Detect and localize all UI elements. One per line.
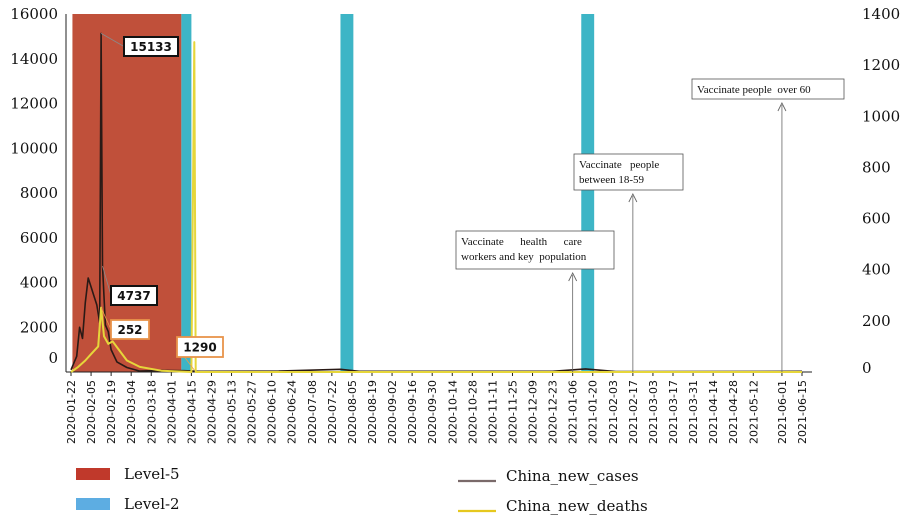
x-tick-label: 2020-01-22 — [65, 380, 78, 444]
annotation-text: Vaccinate health care — [461, 236, 582, 248]
data-label-box — [110, 319, 150, 340]
data-labels: 15133 4737 252 1290 — [100, 33, 224, 371]
annotation-arrow-head — [568, 271, 578, 282]
band-level-2-2 — [340, 14, 354, 372]
data-label-leader — [102, 265, 112, 296]
right-tick-label: 1200 — [862, 56, 900, 74]
legend-swatch-level-2 — [76, 498, 110, 510]
x-tick-label: 2020-03-18 — [145, 380, 158, 444]
band-level-2-3 — [581, 14, 595, 372]
left-tick-label: 10000 — [10, 139, 58, 157]
left-tick-label: 6000 — [20, 229, 58, 247]
x-tick-label: 2021-04-14 — [707, 380, 720, 444]
annotation-box — [455, 230, 615, 270]
x-tick-label: 2021-01-20 — [587, 380, 600, 444]
x-tick-label: 2020-06-10 — [266, 380, 279, 444]
left-tick-label: 16000 — [10, 5, 58, 23]
annotation-box — [691, 78, 845, 100]
left-axis-ticks: 16000 14000 12000 10000 8000 6000 4000 2000 0 — [10, 5, 58, 367]
series-line-china-new-cases — [70, 32, 803, 373]
legend-label-level-2: Level-2 — [124, 495, 180, 513]
right-axis-ticks: 1400 1200 1000 800 600 400 200 0 — [862, 5, 900, 377]
right-tick-label: 1400 — [862, 5, 900, 23]
x-axis-ticks: 2020-01-22 2020-02-05 2020-02-19 2020-03-04… — [65, 372, 809, 444]
data-label-4737: 4737 — [117, 289, 150, 303]
series-line-china-new-deaths — [70, 41, 802, 373]
left-tick-label: 2000 — [20, 318, 58, 336]
annotation-text: Vaccinate people — [579, 159, 659, 171]
right-tick-label: 800 — [862, 158, 891, 176]
right-tick-label: 0 — [862, 359, 872, 377]
x-tick-label: 2020-11-25 — [506, 380, 519, 444]
x-tick-label: 2020-04-29 — [205, 380, 218, 444]
right-tick-label: 600 — [862, 210, 891, 228]
data-label-1290: 1290 — [183, 341, 216, 355]
x-tick-label: 2020-10-14 — [446, 380, 459, 444]
annotation-arrow-head — [628, 192, 638, 203]
annotation-box — [573, 153, 684, 191]
x-tick-label: 2020-08-05 — [346, 380, 359, 444]
x-tick-label: 2020-04-01 — [165, 380, 178, 444]
data-label-15133: 15133 — [130, 40, 172, 54]
data-label-leader — [100, 307, 112, 330]
data-label-leader — [100, 33, 125, 47]
data-label-box — [110, 285, 158, 306]
x-tick-label: 2020-12-09 — [527, 380, 540, 444]
left-tick-label: 0 — [48, 349, 58, 367]
level-bands — [72, 14, 595, 372]
x-tick-label: 2020-05-27 — [246, 380, 259, 444]
x-tick-label: 2020-12-23 — [547, 380, 560, 444]
x-tick-label: 2021-05-12 — [747, 380, 760, 444]
annotation-text: workers and key population — [461, 251, 587, 263]
left-tick-label: 12000 — [10, 95, 58, 113]
x-tick-label: 2020-10-28 — [466, 380, 479, 444]
data-label-box — [123, 36, 179, 57]
band-level-5-0 — [72, 14, 182, 372]
annotation-text: between 18-59 — [579, 174, 645, 186]
x-tick-label: 2021-06-01 — [776, 380, 789, 444]
x-tick-label: 2020-11-11 — [486, 380, 499, 444]
x-tick-label: 2020-02-05 — [85, 380, 98, 444]
x-tick-label: 2020-04-15 — [185, 380, 198, 444]
annotations: Vaccinate health care workers and key pop… — [455, 78, 845, 372]
x-tick-label: 2020-08-19 — [366, 380, 379, 444]
band-level-2-1 — [181, 14, 192, 372]
x-tick-label: 2021-04-28 — [727, 380, 740, 444]
x-tick-label: 2021-02-17 — [627, 380, 640, 444]
x-tick-label: 2021-03-31 — [687, 380, 700, 444]
x-tick-label: 2020-07-08 — [306, 380, 319, 444]
x-tick-label: 2021-06-15 — [796, 380, 809, 444]
left-tick-label: 4000 — [20, 274, 58, 292]
legend-label-level-5: Level-5 — [124, 465, 180, 483]
legend: Level-5 Level-2 China_new_cases China_new_d… — [76, 465, 648, 515]
x-tick-label: 2020-02-19 — [105, 380, 118, 444]
series-lines — [70, 32, 803, 373]
x-tick-label: 2020-05-13 — [226, 380, 239, 444]
x-tick-label: 2020-09-16 — [406, 380, 419, 444]
left-tick-label: 14000 — [10, 50, 58, 68]
data-label-box — [176, 336, 224, 358]
x-tick-label: 2020-09-02 — [386, 380, 399, 444]
annotation-arrow-head — [777, 101, 787, 112]
annotation-text: Vaccinate people over 60 — [697, 84, 811, 96]
x-tick-label: 2021-02-03 — [607, 380, 620, 444]
x-tick-label: 2021-03-03 — [647, 380, 660, 444]
x-tick-label: 2020-07-22 — [326, 380, 339, 444]
x-tick-label: 2021-01-06 — [567, 380, 580, 444]
right-tick-label: 1000 — [862, 107, 900, 125]
right-tick-label: 400 — [862, 261, 891, 279]
left-tick-label: 8000 — [20, 184, 58, 202]
right-tick-label: 200 — [862, 312, 891, 330]
x-tick-label: 2020-06-24 — [286, 380, 299, 444]
legend-label-china-new-deaths: China_new_deaths — [506, 497, 648, 515]
legend-label-china-new-cases: China_new_cases — [506, 467, 639, 485]
legend-swatch-level-5 — [76, 468, 110, 480]
x-tick-label: 2020-09-30 — [426, 380, 439, 444]
data-label-252: 252 — [117, 323, 142, 337]
x-tick-label: 2021-03-17 — [667, 380, 680, 444]
x-tick-label: 2020-03-04 — [125, 380, 138, 444]
